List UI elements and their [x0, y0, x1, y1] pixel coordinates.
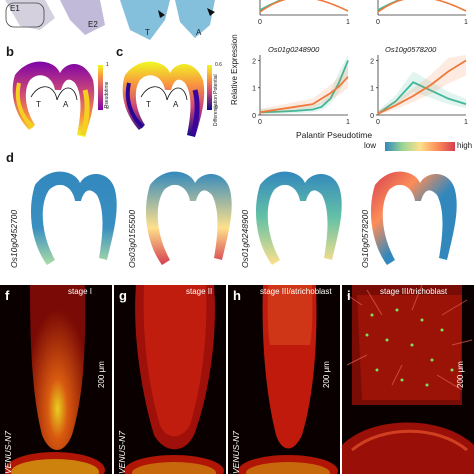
panel-e-line-charts: 0 1 2 0 1 0 1 2 0 1 [252, 55, 468, 126]
y-tick-label: 2 [252, 58, 256, 65]
top-x-tick-label: 1 [346, 19, 350, 26]
x-tick-label: 0 [376, 119, 380, 126]
panel-d-umaps [31, 171, 457, 265]
panel-g-image [114, 285, 226, 474]
series-line [377, 59, 467, 115]
panel-e-top-charts: 0 1 0 1 [258, 0, 468, 26]
panel-e-gene-2: Os10g0578200 [385, 45, 437, 54]
panel-e-gene-1: Os01g0248900 [268, 45, 320, 54]
panel-i-image [342, 285, 474, 474]
confidence-band [378, 55, 466, 115]
panel-a-umaps [5, 0, 215, 40]
y-tick-label: 1 [252, 86, 256, 93]
panel-c-umap [122, 61, 205, 138]
panel-c-branch-t: T [146, 100, 151, 109]
panel-b-colorbar [98, 65, 103, 110]
panel-h-scale: 200 μm [322, 361, 331, 388]
panel-c-colorbar-label: Differentiation Potential [213, 74, 219, 126]
panel-i-stage: stage III/trichoblast [380, 287, 448, 296]
x-tick-label: 1 [464, 119, 468, 126]
panel-b-letter: b [6, 44, 14, 59]
panel-g-letter: g [119, 288, 127, 303]
panel-g-stage: stage II [186, 287, 213, 296]
panel-d-gene-4: Os10g0578200 [360, 209, 370, 268]
panel-i-scale: 200 μm [456, 361, 465, 388]
panel-h-letter: h [233, 288, 241, 303]
panel-c-cb-max: 0.6 [215, 62, 222, 68]
y-tick-label: 2 [370, 58, 374, 65]
legend-colorbar [385, 142, 455, 151]
panel-i-letter: i [347, 288, 351, 303]
panel-e-xlabel: Palantir Pseudotime [296, 130, 373, 140]
x-tick-label: 0 [258, 119, 262, 126]
confidence-band [260, 64, 348, 115]
panel-f-stage: stage I [68, 287, 93, 296]
series-line [259, 60, 349, 114]
confidence-band [260, 55, 348, 115]
panel-e-charts: 0 1 0 1 0 1 2 0 1 0 1 2 0 1 [252, 0, 468, 126]
panel-c-letter: c [116, 44, 124, 59]
panel-b-cb-max: 1 [106, 62, 109, 68]
legend-low: low [364, 141, 377, 150]
legend-high: high [457, 141, 473, 150]
panel-b-umap [12, 61, 95, 138]
x-tick-label: 1 [346, 119, 350, 126]
panel-f-image [0, 285, 112, 474]
panel-f-letter: f [5, 288, 10, 303]
panel-e-ylabel: Relative Expression [230, 34, 239, 105]
panel-d-letter: d [6, 150, 14, 165]
panel-h-image [228, 285, 340, 474]
top-series-orange [377, 0, 467, 13]
top-x-tick-label: 0 [376, 19, 380, 26]
top-x-tick-label: 0 [258, 19, 262, 26]
label-e1: E1 [10, 4, 20, 13]
panel-h-stage: stage III/atrichoblast [260, 287, 332, 296]
panel-f-venus: VENUS-N7 [3, 431, 13, 474]
panel-c-cb-min: 0 [215, 105, 218, 111]
panel-h-venus: VENUS-N7 [231, 431, 241, 474]
top-series-green [259, 0, 284, 11]
label-a-top: A [196, 28, 202, 37]
top-series-green [377, 0, 402, 11]
panel-g-venus: VENUS-N7 [117, 431, 127, 474]
panel-d-gene-2: Os03g0155500 [127, 209, 137, 268]
y-tick-label: 0 [370, 113, 374, 120]
panel-b-colorbar-label: Pseudotime [104, 81, 110, 108]
panel-b-branch-a: A [63, 100, 69, 109]
label-t-top: T [145, 28, 150, 37]
panel-f-scale: 200 μm [97, 361, 106, 388]
panel-b-cb-min: 0 [106, 105, 109, 111]
confidence-band [378, 71, 466, 115]
y-tick-label: 1 [370, 86, 374, 93]
top-series-orange [259, 0, 349, 13]
top-x-tick-label: 1 [464, 19, 468, 26]
panel-c-branch-a: A [173, 100, 179, 109]
panel-d-gene-1: Os10g0452700 [9, 209, 19, 268]
panel-d-gene-3: Os01g0248900 [240, 209, 250, 268]
panel-c-colorbar [207, 65, 212, 110]
y-tick-label: 0 [252, 113, 256, 120]
panel-b-branch-t: T [36, 100, 41, 109]
series-line [377, 81, 467, 115]
series-line [259, 76, 349, 114]
label-e2: E2 [88, 20, 98, 29]
